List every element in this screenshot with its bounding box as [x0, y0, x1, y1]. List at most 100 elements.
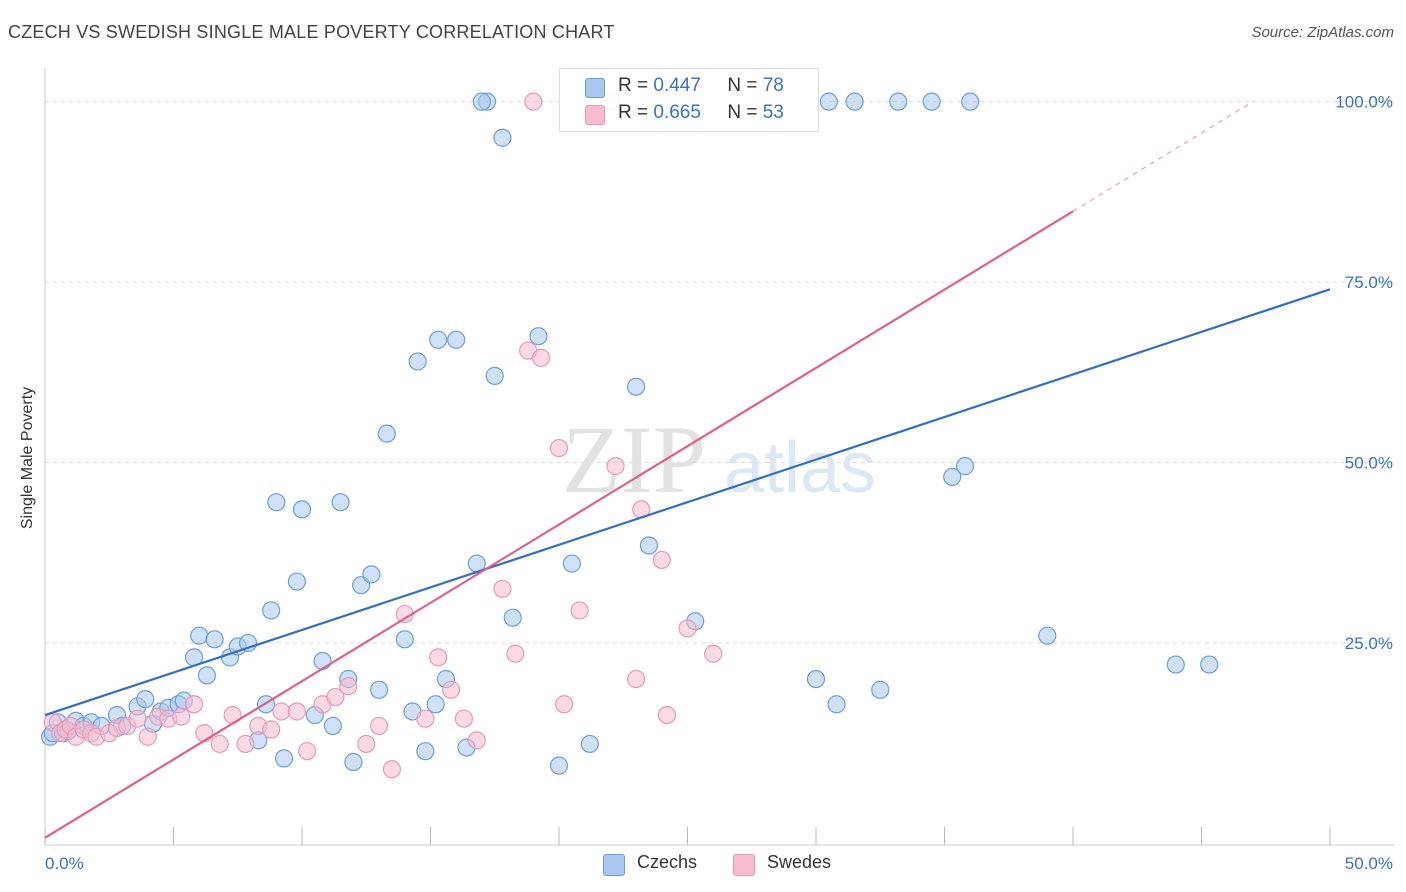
swedes-point — [262, 720, 281, 739]
czechs-point — [827, 695, 846, 714]
czechs-point — [292, 500, 312, 519]
y-tick-label: 50.0% — [1345, 454, 1393, 473]
czechs-point — [922, 92, 941, 111]
swedes-point — [652, 550, 671, 570]
czechs-point — [472, 92, 491, 111]
czechs-point — [943, 467, 962, 487]
czechs-point — [639, 536, 659, 555]
legend-swatch-czechs — [603, 854, 625, 876]
swedes-point — [326, 687, 345, 707]
czechs-point — [626, 377, 646, 396]
axis-layer — [44, 68, 1395, 846]
watermark-zip: ZIP — [562, 406, 706, 513]
czechs-point — [395, 630, 414, 649]
swedes-point — [626, 669, 646, 689]
trend-layer — [44, 101, 1331, 839]
swedes-point — [454, 709, 474, 728]
legend-swatch-swedes — [585, 105, 605, 125]
swedes-point — [339, 677, 358, 696]
swedes-point — [506, 644, 525, 663]
swedes-trend-extension — [1072, 101, 1254, 212]
swedes-point — [416, 709, 435, 728]
swedes-point — [272, 702, 291, 721]
czechs-point — [416, 742, 435, 761]
watermark: ZIP atlas — [562, 406, 876, 513]
czechs-point — [889, 92, 908, 111]
czechs-point — [344, 752, 363, 772]
swedes-point — [606, 457, 625, 476]
legend-r-label: R = — [618, 75, 649, 96]
legend-n-label: N = — [727, 75, 758, 96]
source-label: Source: ZipAtlas.com — [1251, 24, 1394, 41]
swedes-point — [555, 695, 574, 714]
czechs-point — [447, 330, 466, 349]
swedes-point — [704, 644, 723, 663]
czechs-point — [1166, 655, 1185, 674]
czechs-point — [426, 695, 445, 714]
swedes-trend-line — [44, 210, 1074, 839]
czechs-point — [362, 565, 381, 584]
legend-swatch-czechs — [585, 78, 605, 98]
czechs-point — [197, 666, 217, 685]
czechs-trend-line — [44, 288, 1331, 717]
czechs-point — [819, 92, 838, 111]
swedes-point — [357, 734, 376, 754]
y-tick-label: 100.0% — [1335, 93, 1393, 112]
tick-label-layer: 25.0% 50.0% 75.0% 100.0% 0.0% 50.0% — [45, 93, 1393, 873]
czechs-point — [274, 749, 294, 768]
czechs-point — [580, 734, 599, 754]
czechs-point — [136, 690, 155, 709]
czechs-point — [1200, 655, 1219, 674]
swedes-point — [138, 727, 157, 746]
czechs-point — [205, 630, 224, 649]
swedes-point — [298, 742, 317, 761]
x-tick-label: 50.0% — [1345, 854, 1393, 873]
legend-n-value-czechs: 78 — [762, 75, 784, 96]
swedes-point — [184, 695, 204, 714]
czechs-point — [267, 493, 286, 512]
czechs-point — [377, 424, 396, 443]
czechs-point — [549, 756, 569, 775]
swedes-point — [493, 579, 512, 598]
legend-n-value-swedes: 53 — [762, 102, 784, 123]
czechs-point — [503, 608, 522, 627]
czechs-point — [806, 669, 826, 689]
swedes-point — [287, 702, 306, 721]
swedes-point — [570, 601, 589, 620]
legend-swatch-swedes — [733, 854, 755, 876]
czechs-point — [287, 572, 306, 591]
legend-r-value-swedes: 0.665 — [653, 102, 701, 123]
grid-layer — [45, 101, 1395, 644]
swedes-point — [210, 734, 229, 754]
swedes-point — [172, 707, 191, 726]
czechs-point — [190, 626, 209, 645]
points-layer — [41, 92, 1219, 779]
czechs-point — [262, 601, 281, 620]
watermark-atlas: atlas — [724, 428, 876, 508]
y-tick-label: 75.0% — [1345, 273, 1393, 292]
legend-n-label: N = — [727, 102, 758, 123]
correlation-legend: R = 0.447 N = 78 R = 0.665 N = 53 — [559, 68, 819, 132]
swedes-point — [236, 734, 255, 754]
swedes-point — [549, 438, 569, 458]
chart-title: CZECH VS SWEDISH SINGLE MALE POVERTY COR… — [8, 22, 615, 42]
swedes-point — [128, 709, 147, 728]
czechs-point — [871, 680, 890, 699]
czechs-point — [1038, 626, 1057, 645]
y-tick-label: 25.0% — [1345, 634, 1393, 653]
swedes-point — [657, 705, 677, 725]
czechs-point — [408, 352, 427, 371]
swedes-point — [429, 648, 448, 667]
czechs-point — [323, 716, 342, 736]
legend-r-label: R = — [618, 102, 649, 123]
swedes-point — [678, 619, 697, 638]
swedes-point — [195, 724, 214, 743]
czechs-point — [370, 680, 389, 699]
legend-r-value-czechs: 0.447 — [653, 75, 701, 96]
czechs-point — [961, 92, 980, 111]
czechs-point — [331, 493, 350, 512]
swedes-point — [467, 731, 486, 750]
czechs-point — [429, 330, 448, 349]
swedes-point — [441, 680, 461, 699]
